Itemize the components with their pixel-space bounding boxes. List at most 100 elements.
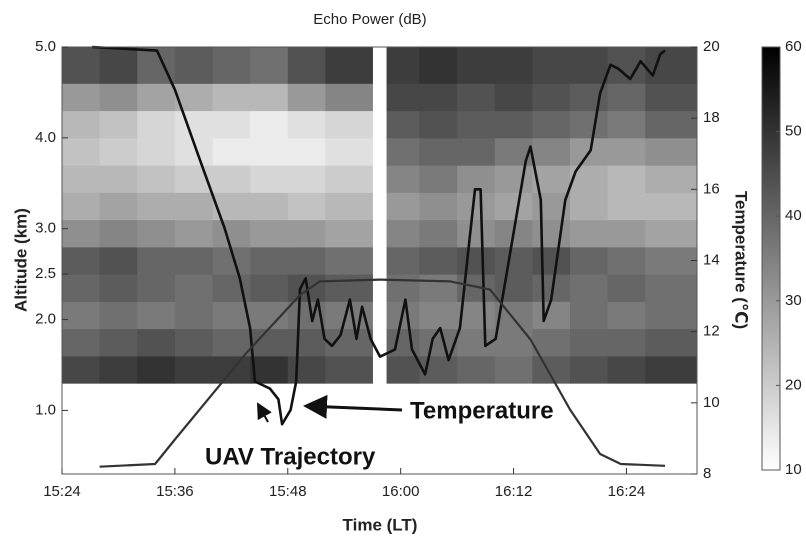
heatmap-cell — [250, 110, 289, 139]
heatmap-cell — [532, 83, 571, 112]
heatmap-cell — [645, 219, 698, 248]
heatmap-cell — [494, 47, 533, 84]
heatmap-cell — [137, 110, 176, 139]
heatmap-cell — [174, 246, 214, 275]
heatmap-cell — [494, 328, 533, 357]
heatmap-cell — [250, 355, 289, 384]
heatmap-cell — [386, 192, 420, 221]
heatmap-cell — [645, 246, 698, 275]
x-tick-label: 15:36 — [156, 483, 194, 500]
heatmap-cell — [386, 137, 420, 166]
heatmap-cell — [532, 355, 571, 384]
heatmap — [62, 47, 698, 384]
y2-tick-label: 10 — [703, 394, 720, 411]
heatmap-cell — [325, 274, 373, 302]
colorbar-tick-label: 50 — [785, 123, 802, 140]
heatmap-cell — [137, 355, 176, 384]
heatmap-cell — [137, 301, 176, 330]
heatmap-cell — [212, 110, 251, 139]
heatmap-cell — [137, 137, 176, 166]
heatmap-cell — [212, 165, 251, 193]
heatmap-cell — [325, 47, 373, 84]
heatmap-cell — [287, 328, 326, 357]
heatmap-cell — [62, 47, 101, 84]
heatmap-cell — [137, 165, 176, 193]
y-tick-label: 1.0 — [35, 401, 56, 418]
heatmap-cell — [99, 328, 138, 357]
heatmap-cell — [62, 165, 101, 193]
heatmap-cell — [494, 246, 533, 275]
heatmap-cell — [250, 47, 289, 84]
heatmap-cell — [99, 165, 138, 193]
heatmap-cell — [99, 355, 138, 384]
heatmap-cell — [325, 110, 373, 139]
heatmap-cell — [137, 328, 176, 357]
heatmap-cell — [607, 83, 646, 112]
heatmap-cell — [174, 47, 214, 84]
heatmap-cell — [532, 137, 571, 166]
heatmap-cell — [570, 246, 609, 275]
heatmap-cell — [250, 192, 289, 221]
lines — [92, 45, 666, 468]
heatmap-cell — [386, 246, 420, 275]
heatmap-cell — [457, 246, 496, 275]
heatmap-cell — [419, 246, 458, 275]
heatmap-cell — [419, 137, 458, 166]
heatmap-cell — [494, 192, 533, 221]
heatmap-cell — [174, 192, 214, 221]
heatmap-cell — [250, 137, 289, 166]
axes: 15:24 15:36 15:48 16:00 16:12 16:24 1.0 2.0 2.5 3… — [35, 38, 720, 500]
x-tick-label: 16:00 — [382, 483, 420, 500]
y-tick-label: 2.5 — [35, 265, 56, 282]
heatmap-cell — [137, 219, 176, 248]
heatmap-cell — [532, 219, 571, 248]
heatmap-cell — [532, 301, 571, 330]
x-tick-label: 16:12 — [495, 483, 533, 500]
heatmap-cell — [457, 192, 496, 221]
y2-tick-label: 16 — [703, 180, 720, 197]
y2-axis-label: Temperature (℃) — [732, 191, 751, 329]
heatmap-cell — [570, 301, 609, 330]
heatmap-cell — [137, 83, 176, 112]
heatmap-cell — [607, 246, 646, 275]
heatmap-cell — [99, 301, 138, 330]
line — [92, 45, 666, 426]
heatmap-cell — [570, 328, 609, 357]
heatmap-cell — [494, 355, 533, 384]
heatmap-cell — [137, 246, 176, 275]
heatmap-cell — [386, 274, 420, 302]
x-tick-label: 16:24 — [608, 483, 646, 500]
heatmap-cell — [325, 246, 373, 275]
heatmap-cell — [287, 192, 326, 221]
heatmap-cell — [645, 47, 698, 84]
heatmap-cell — [287, 219, 326, 248]
heatmap-cell — [645, 301, 698, 330]
heatmap-cell — [99, 83, 138, 112]
heatmap-cell — [457, 83, 496, 112]
heatmap-cell — [212, 192, 251, 221]
heatmap-cell — [645, 137, 698, 166]
heatmap-cell — [570, 192, 609, 221]
y-tick-label: 5.0 — [35, 38, 56, 55]
heatmap-cell — [287, 110, 326, 139]
heatmap-cell — [62, 301, 101, 330]
heatmap-cell — [212, 47, 251, 84]
heatmap-cell — [494, 165, 533, 193]
y-tick-label: 2.0 — [35, 311, 56, 328]
heatmap-cell — [607, 219, 646, 248]
colorbar-tick-label: 60 — [785, 38, 802, 55]
heatmap-cell — [174, 219, 214, 248]
heatmap-cell — [494, 274, 533, 302]
heatmap-cell — [607, 192, 646, 221]
heatmap-cell — [62, 274, 101, 302]
heatmap-cell — [287, 165, 326, 193]
heatmap-cell — [174, 355, 214, 384]
heatmap-cell — [250, 219, 289, 248]
heatmap-cell — [212, 83, 251, 112]
heatmap-cell — [325, 355, 373, 384]
x-tick-label: 15:48 — [269, 483, 307, 500]
annotation: Temperature — [410, 397, 554, 424]
heatmap-cell — [99, 47, 138, 84]
heatmap-cell — [287, 355, 326, 384]
